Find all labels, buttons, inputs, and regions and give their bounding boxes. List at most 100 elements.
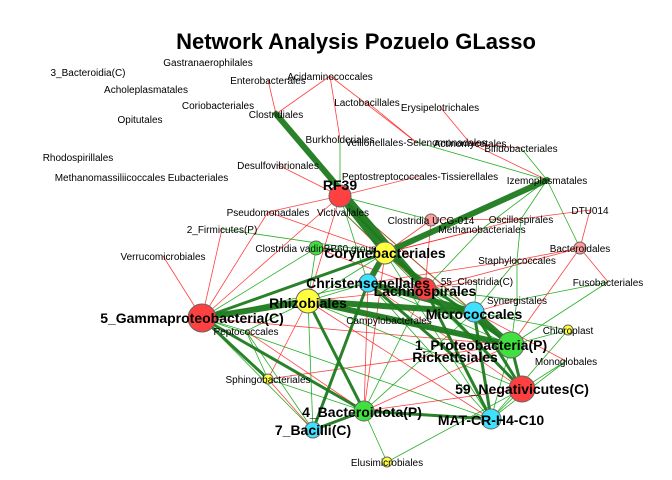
edge-proteo-fusobact: [510, 281, 609, 346]
node-label-verruco: Verrucomicrobiales: [120, 252, 205, 263]
node-label-rhizo: Rhizobiales: [269, 295, 347, 311]
edge-peptococ-sphingo: [245, 330, 269, 380]
node-label-bacteroidia: 3_Bacteroidia(C): [50, 68, 125, 79]
edge-erysip-actino: [439, 106, 471, 144]
node-micro: [463, 301, 485, 323]
node-proteo: [497, 331, 525, 359]
node-bacilli: [304, 421, 322, 439]
edge-rhizo-sphingo: [267, 300, 309, 380]
node-label-peptococ: Peptococcales: [213, 327, 278, 338]
node-mat: [480, 408, 502, 430]
node-label-lachno: Lachnospirales: [374, 283, 477, 299]
node-label-lactob: Lactobacillales: [334, 98, 400, 109]
node-layer: [187, 184, 587, 468]
node-label-bifido: Bifidobacteriales: [484, 144, 557, 155]
node-label-sphingo: Sphingobacteriales: [225, 375, 310, 386]
node-label-rhodo: Rhodospirillales: [43, 153, 114, 164]
figure-title: Network Analysis Pozuelo GLasso: [176, 29, 536, 54]
node-bacteroidales: [573, 241, 587, 255]
node-label-clostridiales: Clostridiales: [249, 110, 303, 121]
node-lachno: [413, 277, 437, 301]
edge-bifido-actino: [469, 142, 522, 149]
node-label-corio: Coriobacteriales: [182, 101, 254, 112]
edge-micro-chloro: [473, 311, 569, 331]
edge-clostvade-lachno: [315, 247, 426, 290]
edge-actino-izemo: [469, 142, 548, 181]
edge-clostridiales-lachno: [273, 111, 428, 292]
node-label-elusimi: Elusimicrobiales: [351, 458, 423, 469]
edge-oscillo-staphy: [516, 218, 522, 261]
node-label-gamma: 5_Gammaproteobacteria(C): [100, 310, 284, 326]
edge-rf39-desulfo: [277, 164, 341, 197]
edge-methanobact-lachno: [424, 228, 483, 290]
edge-christen-staphy: [367, 259, 518, 284]
edge-firmicutes-coryne: [221, 228, 386, 254]
node-label-ricket: Rickettsiales: [412, 349, 498, 365]
edge-izemo-bacteroidales: [546, 179, 581, 249]
node-label-erysip: Erysipelotrichales: [401, 103, 479, 114]
edge-proteo-bacteroidota: [363, 344, 512, 412]
node-coryne: [373, 241, 397, 265]
edge-bacilli-sphingo: [267, 378, 314, 431]
edge-bifido-izemo: [520, 147, 548, 181]
node-label-opitu: Opitutales: [117, 115, 162, 126]
edge-pseudo-coryne: [267, 211, 386, 254]
edge-gamma-rf39: [201, 195, 341, 319]
edge-acidamino-burkh: [329, 75, 341, 140]
edge-rhizo-proteo: [305, 298, 514, 348]
node-label-clostridia55: 55_Clostridia(C): [441, 277, 513, 288]
node-label-coryne: Corynebacteriales: [324, 245, 446, 261]
edge-bacteroidales-fusobact: [579, 247, 609, 283]
edge-micro-negati: [472, 310, 524, 391]
node-label-acidamino: Acidaminococcales: [287, 72, 373, 83]
edge-gamma-mat: [201, 317, 492, 420]
edge-bacteroidota-sphingo: [267, 378, 365, 412]
node-label-eubact: Eubacteriales: [168, 173, 229, 184]
node-label-bacteroidales: Bacteroidales: [550, 244, 611, 255]
node-label-burkh: Burkholderiales: [306, 135, 375, 146]
edge-acidamino-veillo: [329, 75, 417, 143]
edge-bacteroidota-peptococ: [245, 330, 365, 412]
node-label-bacteroidota: 4_Bacteroidota(P): [302, 404, 422, 420]
node-label-proteo: 1_Proteobacteria(P): [415, 337, 547, 353]
node-label-firmicutes: 2_Firmicutes(P): [187, 225, 258, 236]
node-elusimi: [381, 456, 393, 468]
edge-christen-ricket: [366, 281, 457, 359]
edge-sphingo-proteo: [267, 344, 512, 380]
node-label-fusobact: Fusobacteriales: [573, 278, 644, 289]
node-clostvade: [308, 240, 324, 256]
edge-gamma-firmicutes: [201, 228, 223, 319]
edge-dtu014-oscillo: [520, 209, 591, 220]
edge-rf39-coryne: [337, 193, 388, 256]
node-label-victiv: Victivallales: [317, 208, 369, 219]
node-label-methanobact: Methanobacteriales: [438, 225, 525, 236]
edge-bacteroidota-mat: [362, 409, 493, 421]
node-rf39: [328, 184, 352, 208]
edge-rhizo-bacilli: [307, 300, 314, 431]
node-label-negati: 59_Negativicutes(C): [455, 381, 589, 397]
node-christen: [358, 273, 378, 293]
node-label-rf39: RF39: [323, 177, 357, 193]
node-label-izemo: Izemoplasmatales: [507, 176, 588, 187]
node-sphingo: [262, 373, 274, 385]
edge-bacilli-peptococ: [245, 330, 314, 431]
node-label-clostucg: Clostridia UCG-014: [388, 216, 475, 227]
edge-christen-bacilli: [311, 281, 370, 432]
edge-lachno-synerg: [424, 288, 518, 301]
edge-gamma-pseudo: [201, 211, 269, 319]
edge-coryne-rhizo: [307, 252, 386, 302]
edge-izemo-coryne: [382, 177, 550, 256]
node-label-oscillo: Oscillospirales: [489, 215, 553, 226]
node-label-micro: Micrococcales: [426, 306, 523, 322]
edge-rf39-pepto_tiss: [339, 175, 421, 197]
edge-gamma-proteo: [201, 317, 512, 346]
node-gamma: [187, 303, 217, 333]
edge-proteo-bacteroidales: [510, 247, 581, 346]
node-negati: [508, 375, 536, 403]
node-label-pepto_tiss: Peptostreptococcales-Tissierellales: [342, 172, 498, 183]
node-label-christen: Christensenellales: [306, 275, 430, 291]
node-label-veillo: Veillonellales-Selenomonadales: [345, 138, 486, 149]
